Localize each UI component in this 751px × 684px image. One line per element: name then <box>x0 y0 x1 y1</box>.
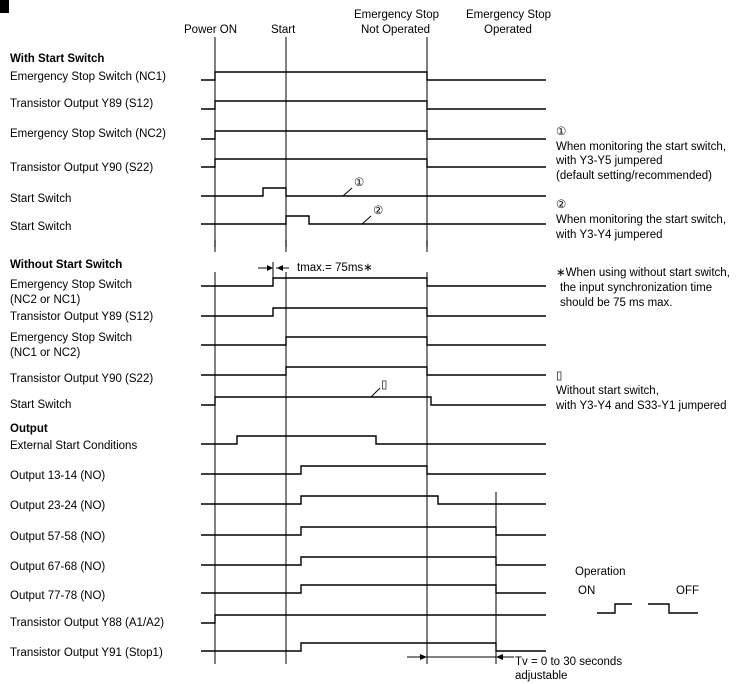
section-without-start-switch: Without Start Switch <box>10 259 122 271</box>
section-with-start-switch: With Start Switch <box>10 53 104 65</box>
signal-out-13-14 <box>201 465 546 475</box>
legend-on-edge <box>597 603 632 614</box>
row-labels: Emergency Stop Switch (NC1) Transistor O… <box>10 71 166 659</box>
note-3: Without start switch, <box>556 385 659 397</box>
row-label: Transistor Output Y89 (S12) <box>10 311 153 323</box>
signal-out-23-24 <box>201 495 546 505</box>
tv-label: Tv = 0 to 30 seconds <box>515 656 622 668</box>
tv-dimension: Tv = 0 to 30 seconds adjustable <box>407 654 622 682</box>
row-label: Output 13-14 (NO) <box>10 470 105 482</box>
signal-wo-start-switch <box>201 396 546 406</box>
legend-off-edge <box>648 603 698 614</box>
row-label: Emergency Stop Switch (NC1) <box>10 71 166 83</box>
signal-wo-tr-y89 <box>201 307 546 317</box>
marker-1: ① <box>354 177 364 189</box>
marker-3: ▯ <box>381 379 387 391</box>
signal-ext-start <box>201 435 546 445</box>
row-label: Emergency Stop Switch <box>10 279 132 291</box>
signal-out-57-58 <box>201 526 546 536</box>
note-1: (default setting/recommended) <box>556 170 712 182</box>
estop-not-operated-label: Not Operated <box>361 24 430 36</box>
row-label: (NC1 or NC2) <box>10 347 80 359</box>
signal-tr-y90 <box>201 158 546 168</box>
signal-tr-y91 <box>201 642 546 652</box>
row-label: Start Switch <box>10 193 71 205</box>
row-label: Start Switch <box>10 221 71 233</box>
note-star: the input synchronization time <box>560 282 712 294</box>
section-output: Output <box>10 423 48 435</box>
waveform-markers: ① ② ▯ <box>342 177 387 398</box>
power-on-label: Power ON <box>184 24 237 36</box>
row-label: Transistor Output Y91 (Stop1) <box>10 647 163 659</box>
note-3-mark: ▯ <box>556 370 562 382</box>
signal-es-nc1 <box>201 71 546 81</box>
row-label: Output 23-24 (NO) <box>10 500 105 512</box>
row-label: (NC2 or NC1) <box>10 294 80 306</box>
signal-start-switch-2 <box>201 215 546 225</box>
row-label: Emergency Stop Switch (NC2) <box>10 128 166 140</box>
row-label: Output 77-78 (NO) <box>10 590 105 602</box>
signal-out-67-68 <box>201 556 546 566</box>
row-label: Transistor Output Y89 (S12) <box>10 98 153 110</box>
note-3: with Y3-Y4 and S33-Y1 jumpered <box>555 400 726 412</box>
note-2: with Y3-Y4 jumpered <box>555 229 663 241</box>
start-label: Start <box>271 24 296 36</box>
note-2: When monitoring the start switch, <box>556 214 726 226</box>
note-1: with Y3-Y5 jumpered <box>555 155 663 167</box>
row-label: Emergency Stop Switch <box>10 332 132 344</box>
heading-glyph <box>0 0 9 13</box>
note-1-mark: ① <box>556 126 566 138</box>
row-label: External Start Conditions <box>10 440 137 452</box>
note-2-mark: ② <box>556 199 566 211</box>
tmax-dimension: tmax.= 75ms∗ <box>258 262 373 278</box>
signal-tr-y89 <box>201 100 546 110</box>
legend-on: ON <box>578 585 595 597</box>
estop-operated-label: Emergency Stop <box>466 9 551 21</box>
signal-start-switch-1 <box>201 187 546 197</box>
row-label: Output 57-58 (NO) <box>10 531 105 543</box>
legend-off: OFF <box>676 585 699 597</box>
row-label: Start Switch <box>10 399 71 411</box>
signal-tr-y88 <box>201 614 546 624</box>
row-label: Transistor Output Y90 (S22) <box>10 162 153 174</box>
notes: ① When monitoring the start switch, with… <box>555 126 730 412</box>
note-star: ∗When using without start switch, <box>556 267 730 279</box>
header: Power ON Start Emergency Stop Not Operat… <box>184 9 551 36</box>
operation-legend: Operation ON OFF <box>575 566 699 614</box>
waveforms <box>201 71 546 652</box>
legend-title: Operation <box>575 566 626 578</box>
note-1: When monitoring the start switch, <box>556 141 726 153</box>
signal-es-nc2 <box>201 130 546 140</box>
estop-operated-label: Operated <box>484 24 532 36</box>
tmax-label: tmax.= 75ms∗ <box>297 262 373 274</box>
break-marks <box>214 240 428 247</box>
row-label: Output 67-68 (NO) <box>10 561 105 573</box>
signal-wo-es2 <box>201 336 546 346</box>
marker-2: ② <box>373 205 383 217</box>
signal-out-77-78 <box>201 584 546 594</box>
row-label: Transistor Output Y88 (A1/A2) <box>10 617 164 629</box>
note-star: should be 75 ms max. <box>560 297 673 309</box>
tv-label: adjustable <box>515 670 567 682</box>
estop-not-operated-label: Emergency Stop <box>354 9 439 21</box>
row-label: Transistor Output Y90 (S22) <box>10 373 153 385</box>
signal-wo-tr-y90 <box>201 366 546 376</box>
signal-wo-es <box>201 277 546 287</box>
